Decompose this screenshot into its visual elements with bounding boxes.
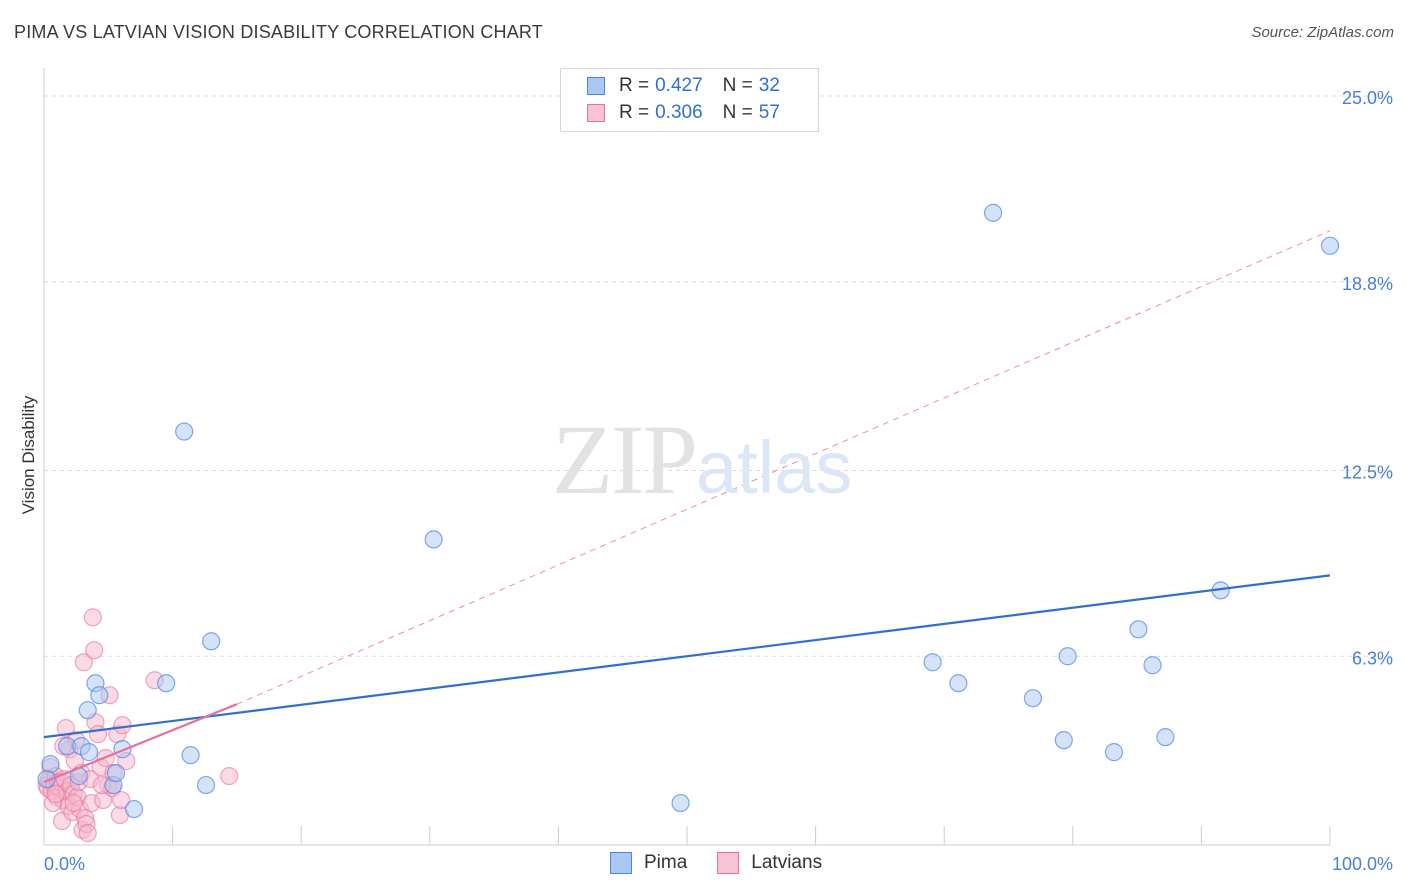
pima-point [1104, 743, 1124, 762]
latvians-n-label: N = [722, 102, 753, 123]
latvians-point [88, 725, 108, 744]
y-tick-label: 6.3% [1352, 648, 1393, 668]
latvians-point [113, 716, 132, 735]
latvians-point [112, 790, 131, 810]
y-tick-label: 12.5% [1342, 463, 1393, 483]
pima-point [113, 740, 132, 759]
series-legend: Pima Latvians [610, 852, 852, 874]
latvians-point [78, 823, 97, 843]
pima-point [671, 793, 690, 813]
latvians-point [83, 608, 102, 627]
pima-point [1058, 647, 1077, 666]
pima-point [1054, 731, 1073, 750]
legend-pima-label: Pima [644, 852, 688, 873]
pima-point [181, 746, 200, 765]
watermark-atlas: atlas [696, 426, 853, 509]
watermark: ZIPatlas [552, 402, 852, 517]
latvians-trend-line [43, 703, 238, 784]
latvians-point [220, 766, 239, 786]
pima-n-value: 32 [758, 75, 780, 96]
pima-n-label: N = [722, 75, 753, 96]
pima-point [1320, 236, 1340, 255]
pima-point [78, 701, 97, 720]
y-tick-label: 25.0% [1342, 88, 1393, 108]
pima-point [949, 674, 968, 693]
latvians-point [74, 653, 93, 672]
legend-latvians-label: Latvians [751, 852, 823, 873]
pima-point [175, 422, 194, 441]
legend-item-pima: Pima [610, 852, 687, 874]
x-tick-label-min: 0.0% [44, 854, 85, 874]
pima-r-value: 0.427 [655, 75, 703, 96]
pima-point [41, 755, 60, 774]
legend-row-pima: R = 0.427 N = 32 [587, 74, 780, 98]
legend-pima-swatch [610, 852, 632, 874]
pima-point [202, 632, 221, 651]
pima-point [424, 530, 443, 549]
pima-trend-line [43, 574, 1331, 739]
latvians-swatch [587, 104, 605, 122]
pima-point [1129, 620, 1148, 639]
source-credit: Source: ZipAtlas.com [1251, 24, 1394, 41]
pima-point [124, 799, 144, 819]
latvians-point [85, 641, 104, 660]
pima-point [106, 763, 126, 783]
y-axis-label: Vision Disability [19, 395, 38, 514]
chart-title: PIMA VS LATVIAN VISION DISABILITY CORREL… [14, 22, 543, 42]
watermark-zip: ZIP [552, 404, 698, 515]
pima-point [923, 653, 942, 672]
stats-legend: R = 0.427 N = 32 R = 0.306 N = 57 [560, 68, 819, 132]
pima-point [1023, 689, 1043, 708]
latvians-trend-extension [236, 230, 1331, 705]
latvians-r-label: R = [619, 102, 650, 123]
latvians-point [46, 784, 65, 804]
pima-point [157, 674, 176, 693]
pima-swatch [587, 77, 605, 95]
pima-r-label: R = [619, 75, 650, 96]
pima-point [37, 769, 56, 789]
legend-row-latvians: R = 0.306 N = 57 [587, 101, 780, 125]
latvians-n-value: 57 [758, 102, 780, 123]
y-tick-label: 18.8% [1342, 274, 1393, 294]
x-tick-label-max: 100.0% [1332, 854, 1393, 874]
pima-point [983, 203, 1003, 222]
pima-point [1156, 728, 1175, 747]
latvians-point [56, 719, 75, 738]
pima-point [1143, 656, 1162, 675]
latvians-r-value: 0.306 [655, 102, 703, 123]
legend-item-latvians: Latvians [717, 852, 822, 874]
pima-point [90, 686, 109, 705]
pima-point [79, 743, 99, 762]
latvians-point [64, 793, 83, 813]
legend-latvians-swatch [717, 852, 740, 874]
pima-point [196, 775, 216, 795]
